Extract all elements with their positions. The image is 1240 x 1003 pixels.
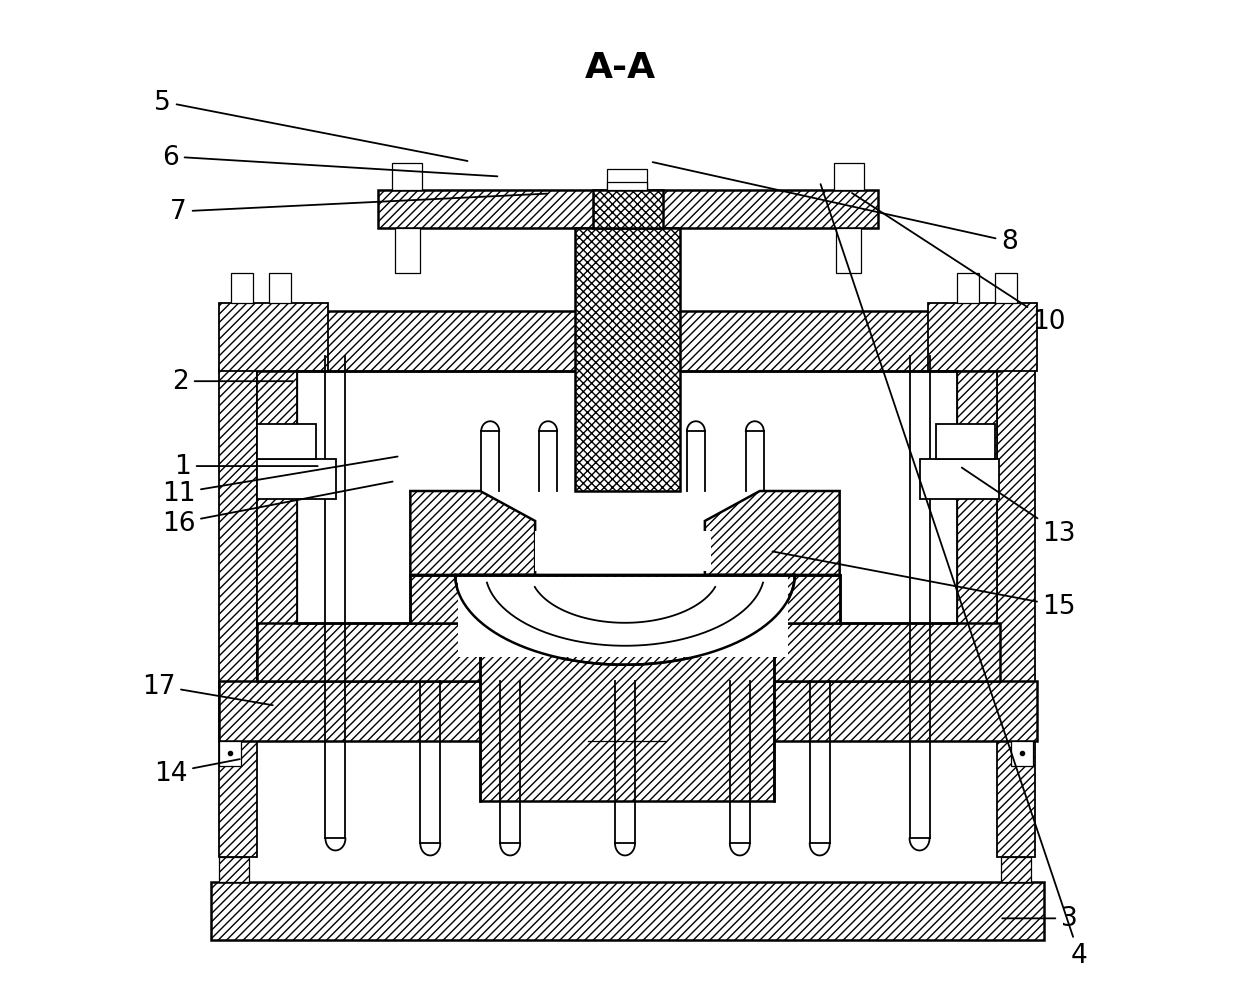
Bar [588, 741, 666, 778]
Bar [257, 312, 1001, 372]
Bar [935, 424, 996, 459]
Bar [920, 459, 999, 499]
Text: 13: 13 [962, 468, 1076, 547]
Text: 3: 3 [1002, 906, 1078, 932]
Bar [410, 576, 839, 623]
Bar [392, 163, 423, 192]
Bar [269, 274, 290, 304]
Text: 2: 2 [172, 369, 293, 395]
Text: 5: 5 [154, 89, 467, 161]
Bar [257, 424, 316, 459]
Bar [218, 741, 241, 766]
Bar [257, 623, 1001, 681]
Text: 11: 11 [162, 457, 398, 507]
Text: A-A: A-A [584, 50, 656, 84]
Text: 15: 15 [773, 552, 1076, 619]
Bar [575, 230, 680, 491]
Bar [997, 369, 1035, 858]
Text: 1: 1 [175, 453, 317, 479]
Bar [231, 274, 253, 304]
Bar [396, 230, 420, 274]
Bar [836, 230, 861, 274]
Bar [957, 274, 980, 304]
Bar [957, 342, 997, 681]
Bar [608, 184, 647, 192]
Text: 14: 14 [154, 759, 239, 785]
Bar [211, 883, 1044, 941]
Text: 4: 4 [821, 185, 1087, 968]
Bar [218, 858, 248, 883]
Bar [257, 342, 296, 681]
Polygon shape [410, 491, 536, 576]
Text: 6: 6 [162, 144, 497, 178]
Bar [218, 681, 1038, 741]
Text: 16: 16 [162, 482, 393, 537]
Text: 8: 8 [652, 162, 1018, 255]
Text: 17: 17 [141, 673, 273, 705]
Bar [833, 163, 863, 192]
Bar [257, 459, 336, 499]
Bar [1002, 858, 1032, 883]
Bar [378, 192, 878, 230]
Text: 10: 10 [852, 194, 1066, 335]
Bar [459, 578, 787, 657]
Bar [996, 274, 1017, 304]
Bar [480, 621, 774, 800]
Polygon shape [455, 576, 795, 665]
Bar [218, 369, 257, 858]
Polygon shape [704, 491, 839, 576]
Bar [218, 304, 329, 372]
Bar [608, 170, 647, 192]
Bar [928, 304, 1038, 372]
Text: 7: 7 [170, 195, 547, 226]
Bar [536, 532, 711, 572]
Bar [1012, 741, 1033, 766]
Bar [593, 192, 663, 230]
